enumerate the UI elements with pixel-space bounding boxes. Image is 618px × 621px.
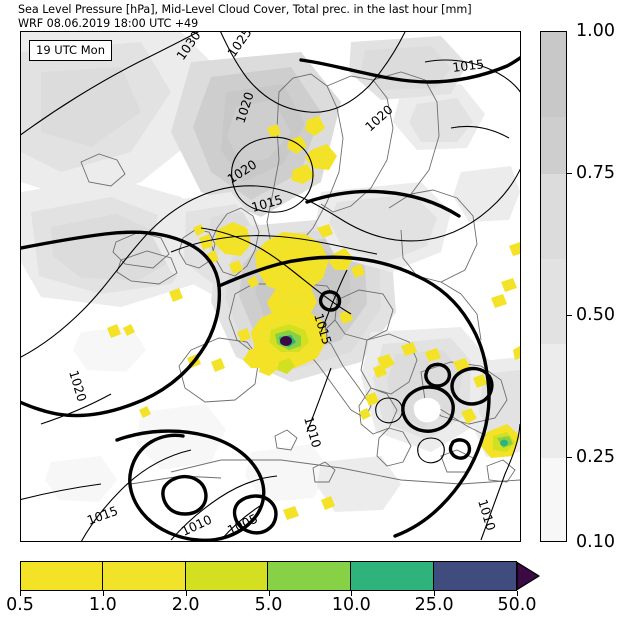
- cloud-colorbar-tick-label: 0.75: [576, 162, 615, 183]
- figure-title-block: Sea Level Pressure [hPa], Mid-Level Clou…: [18, 3, 518, 30]
- precipitation-layer: [107, 116, 520, 520]
- map-panel[interactable]: 1030 1025 1020 1020 1020 1015 1015 1020 …: [20, 31, 521, 542]
- precip-colorbar-tick: [102, 591, 104, 596]
- cloud-cover-colorbar: 1.00 0.75 0.50 0.25 0.10: [540, 21, 615, 552]
- precip-colorbar-band: [434, 561, 517, 591]
- precip-colorbar-tick: [434, 591, 436, 596]
- cloud-colorbar-tick: [567, 456, 572, 458]
- precip-colorbar-tick-label: 2.0: [171, 595, 200, 615]
- precip-colorbar-tick-label: 1.0: [88, 595, 117, 615]
- map-graphic: 1030 1025 1020 1020 1020 1015 1015 1020 …: [21, 32, 520, 541]
- cloud-colorbar-tick-label: 0.10: [576, 532, 615, 552]
- precip-colorbar-band: [268, 561, 352, 591]
- precip-colorbar-band: [20, 561, 103, 591]
- precip-colorbar-band: [185, 561, 269, 591]
- cloud-colorbar-band: [541, 117, 566, 174]
- cloud-colorbar-tick: [567, 314, 572, 316]
- precipitation-colorbar-segments: [20, 561, 517, 591]
- cloud-colorbar-band: [541, 32, 566, 118]
- cloud-colorbar-tick: [567, 172, 572, 174]
- cloud-colorbar-band: [541, 173, 566, 260]
- figure-subtitle: WRF 08.06.2019 18:00 UTC +49: [18, 16, 199, 30]
- precip-colorbar-band: [102, 561, 186, 591]
- cloud-colorbar-tick-label: 0.25: [576, 446, 615, 467]
- precip-colorbar-tick: [268, 591, 270, 596]
- cloud-colorbar-band: [541, 344, 566, 458]
- precip-colorbar-tick-label: 5.0: [254, 595, 283, 615]
- cloud-cover-colorbar-gradient: [540, 31, 567, 542]
- isobar-label: 1015: [452, 56, 485, 75]
- precip-colorbar-tick: [185, 591, 187, 596]
- precip-colorbar-tick-label: 0.5: [6, 595, 34, 615]
- precipitation-colorbar: 0.5 1.0 2.0 5.0 10.0 25.0 50.0: [6, 561, 541, 615]
- cloud-colorbar-tick-label: 1.00: [576, 21, 615, 41]
- cloud-colorbar-band: [541, 259, 566, 345]
- precip-colorbar-tick: [351, 591, 353, 596]
- isobar-label: 1010: [301, 415, 324, 450]
- isobar-label: 1010: [475, 497, 499, 532]
- precip-colorbar-tick-label: 25.0: [414, 595, 454, 615]
- cloud-colorbar-band: [541, 457, 566, 541]
- cloud-colorbar-tick-label: 0.50: [576, 304, 615, 325]
- precip-colorbar-tick: [517, 591, 518, 596]
- precipitation-overflow-arrow: [517, 561, 540, 591]
- precip-colorbar-tick-label: 10.0: [331, 595, 371, 615]
- precip-colorbar-band: [351, 561, 435, 591]
- figure-title: Sea Level Pressure [hPa], Mid-Level Clou…: [18, 3, 472, 16]
- precip-colorbar-tick-label: 50.0: [497, 595, 537, 615]
- isobar-label: 1010: [179, 512, 214, 539]
- isobar-label: 1025: [224, 32, 255, 60]
- isobar-label: 1020: [66, 368, 90, 403]
- timestamp-label: 19 UTC Mon: [29, 40, 112, 61]
- emphasized-isobar-1015: [21, 56, 520, 541]
- precip-colorbar-tick: [20, 591, 21, 596]
- isobar-label: 1015: [85, 503, 120, 528]
